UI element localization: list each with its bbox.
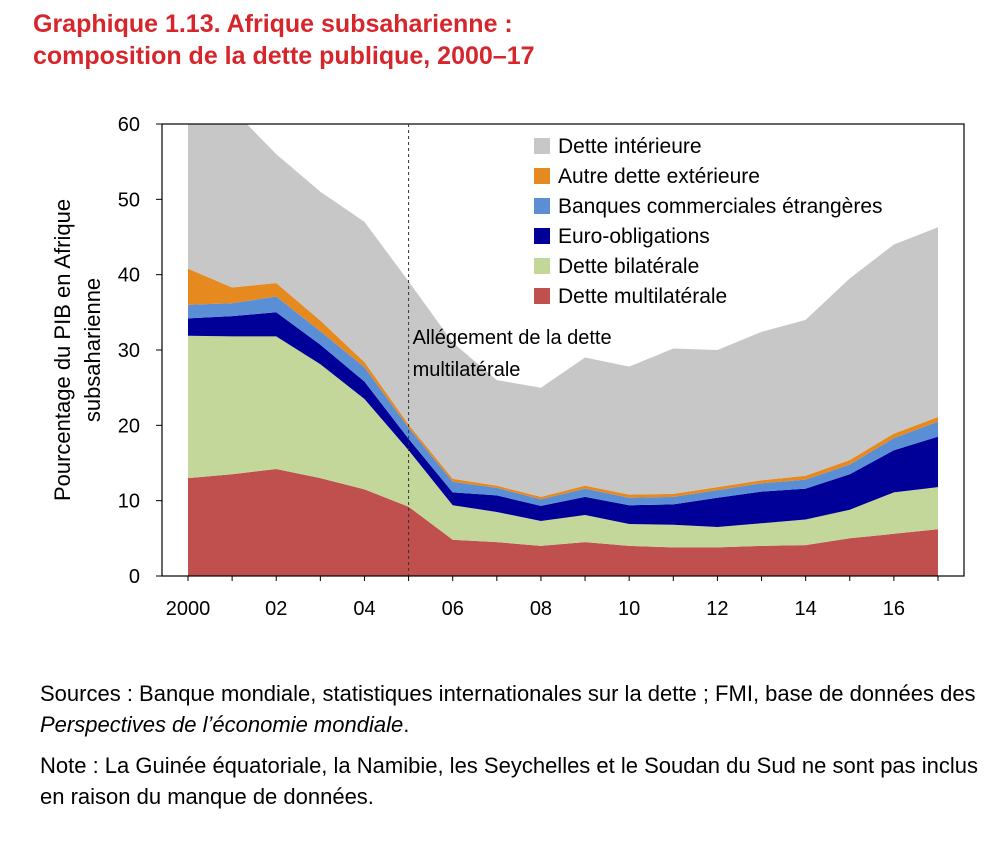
y-axis-label-line1: Pourcentage du PIB en Afrique bbox=[50, 199, 75, 501]
legend-label: Autre dette extérieure bbox=[558, 165, 760, 188]
y-tick-label: 10 bbox=[118, 491, 140, 513]
legend-label: Dette bilatérale bbox=[558, 255, 699, 278]
x-tick-label: 14 bbox=[795, 598, 817, 620]
legend-label: Dette intérieure bbox=[558, 135, 702, 158]
area-series-5 bbox=[188, 124, 938, 497]
y-tick-label: 40 bbox=[118, 265, 140, 287]
chart-notes: Sources : Banque mondiale, statistiques … bbox=[40, 678, 980, 822]
x-tick-label: 06 bbox=[442, 598, 464, 620]
annotation-text-line1: Allégement de la dette bbox=[413, 327, 612, 349]
area-series-1 bbox=[188, 335, 938, 548]
x-tick-label: 2000 bbox=[166, 598, 211, 620]
sources-text: Sources : Banque mondiale, statistiques … bbox=[40, 681, 976, 706]
legend-swatch bbox=[534, 168, 550, 184]
area-layers bbox=[188, 124, 938, 576]
sources-note: Sources : Banque mondiale, statistiques … bbox=[40, 678, 980, 740]
legend: Dette intérieure Autre dette extérieure Ba… bbox=[534, 135, 883, 308]
y-tick-label: 30 bbox=[118, 340, 140, 362]
y-tick-label: 20 bbox=[118, 415, 140, 437]
chart-title-line2: composition de la dette publique, 2000–1… bbox=[33, 42, 535, 70]
x-tick-label: 12 bbox=[706, 598, 728, 620]
legend-swatch bbox=[534, 288, 550, 304]
legend-swatch bbox=[534, 258, 550, 274]
x-tick-label: 10 bbox=[618, 598, 640, 620]
legend-label: Euro-obligations bbox=[558, 225, 710, 248]
area-series-0 bbox=[188, 469, 938, 576]
legend-swatch bbox=[534, 198, 550, 214]
area-series-4 bbox=[188, 268, 938, 500]
y-tick-label: 60 bbox=[118, 114, 140, 136]
x-tick-label: 04 bbox=[353, 598, 375, 620]
area-series-2 bbox=[188, 312, 938, 527]
y-tick-label: 0 bbox=[129, 566, 140, 588]
x-tick-label: 08 bbox=[530, 598, 552, 620]
y-axis: 0 10 20 30 40 50 60 bbox=[118, 114, 162, 588]
y-tick-label: 50 bbox=[118, 189, 140, 211]
data-note: Note : La Guinée équatoriale, la Namibie… bbox=[40, 753, 979, 809]
chart-title: Graphique 1.13. Afrique subsaharienne : … bbox=[33, 8, 973, 72]
legend-label: Dette multilatérale bbox=[558, 285, 727, 308]
x-axis: 2000 02 04 06 08 10 12 14 16 bbox=[166, 576, 939, 620]
x-tick-label: 16 bbox=[883, 598, 905, 620]
annotation-text-line2: multilatérale bbox=[413, 359, 521, 381]
legend-swatch bbox=[534, 138, 550, 154]
sources-italic-text: Perspectives de l’économie mondiale bbox=[40, 712, 404, 737]
sources-end-text: . bbox=[403, 712, 410, 737]
chart-title-line1: Graphique 1.13. Afrique subsaharienne : bbox=[33, 10, 513, 38]
legend-label: Banques commerciales étrangères bbox=[558, 195, 883, 218]
x-tick-label: 02 bbox=[265, 598, 287, 620]
legend-swatch bbox=[534, 228, 550, 244]
debt-composition-chart: Allégement de la dette multilatérale 0 10… bbox=[50, 114, 965, 620]
y-axis-label-line2: subsaharienne bbox=[80, 278, 105, 422]
